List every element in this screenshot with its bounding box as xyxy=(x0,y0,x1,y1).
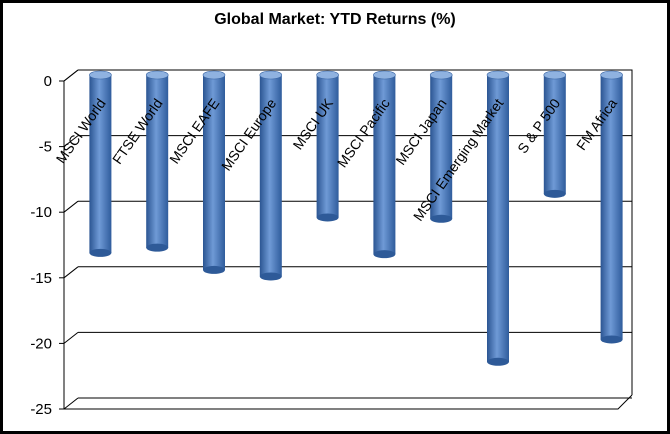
gridline-depth xyxy=(63,266,79,279)
bar-top xyxy=(486,70,510,80)
gridline-depth xyxy=(63,69,79,82)
bar xyxy=(259,75,282,277)
bar xyxy=(487,75,509,362)
gridline-depth xyxy=(63,397,79,410)
bar-top xyxy=(543,70,567,80)
bar xyxy=(89,75,112,253)
bar xyxy=(373,75,396,255)
y-tick-label: -25 xyxy=(30,401,52,418)
bar-top xyxy=(600,70,623,80)
gridline-depth xyxy=(63,200,79,213)
bar-base xyxy=(146,243,169,252)
y-tick-label: -20 xyxy=(30,335,52,352)
bar-base xyxy=(600,335,623,344)
bar-top xyxy=(316,70,339,80)
bar-top xyxy=(89,70,112,80)
bar xyxy=(203,75,225,270)
bar-base xyxy=(259,272,282,281)
bar-base xyxy=(89,248,112,257)
bar xyxy=(543,75,566,194)
y-tick-label: -10 xyxy=(30,204,52,221)
bar-top xyxy=(145,70,169,80)
bar-base xyxy=(203,265,225,274)
bar-top xyxy=(259,70,283,80)
bar xyxy=(316,75,339,218)
y-tick-label: 0 xyxy=(44,73,52,90)
y-tick-label: -15 xyxy=(30,270,52,287)
plot-floor xyxy=(64,394,633,410)
bar-top xyxy=(429,70,453,80)
bar-base xyxy=(316,213,339,222)
chart-title: Global Market: YTD Returns (%) xyxy=(214,11,456,28)
bar-top xyxy=(202,70,226,80)
bar-base xyxy=(373,250,396,259)
bar xyxy=(600,75,623,340)
bar-base xyxy=(543,189,566,198)
bar-base xyxy=(430,214,453,223)
bar-base xyxy=(487,357,509,366)
y-tick-label: -5 xyxy=(39,139,52,156)
gridline-depth xyxy=(63,135,79,147)
bar xyxy=(430,75,453,219)
bar xyxy=(146,75,169,248)
gridline-depth xyxy=(63,332,79,344)
bar-top xyxy=(373,70,396,80)
